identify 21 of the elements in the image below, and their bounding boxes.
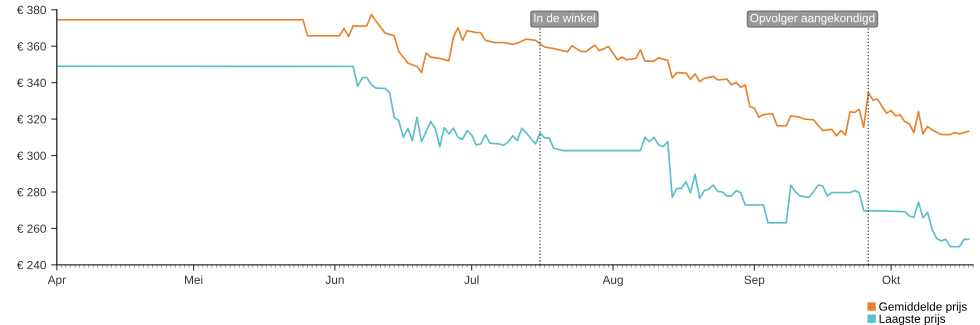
x-tick-label: Apr (48, 276, 66, 286)
y-tick-label: € 260 (16, 224, 46, 233)
y-tick-label: € 280 (16, 188, 46, 196)
legend-label: Laagste prijs (880, 314, 946, 325)
line-series (56, 65, 970, 248)
x-tick-label: Sep (744, 276, 764, 286)
y-tick-label: € 360 (16, 42, 46, 51)
x-tick-label: Mei (185, 275, 202, 284)
legend-label: Gemiddelde prijs (879, 302, 967, 314)
ref-line-label: Opvolger aangekondigd (750, 14, 874, 25)
x-tick-label: Aug (602, 276, 623, 286)
y-tick-label: € 320 (16, 115, 46, 124)
ref-line-label: In de winkel (534, 14, 595, 22)
x-tick-label: Jun (326, 276, 344, 284)
x-tick-label: Okt (882, 275, 900, 284)
y-tick-label: € 340 (16, 78, 46, 88)
y-tick-label: € 380 (16, 6, 46, 14)
line-series (56, 14, 970, 137)
x-tick-label: Jul (464, 275, 478, 284)
y-tick-label: € 240 (16, 260, 46, 270)
y-tick-label: € 300 (16, 152, 46, 160)
